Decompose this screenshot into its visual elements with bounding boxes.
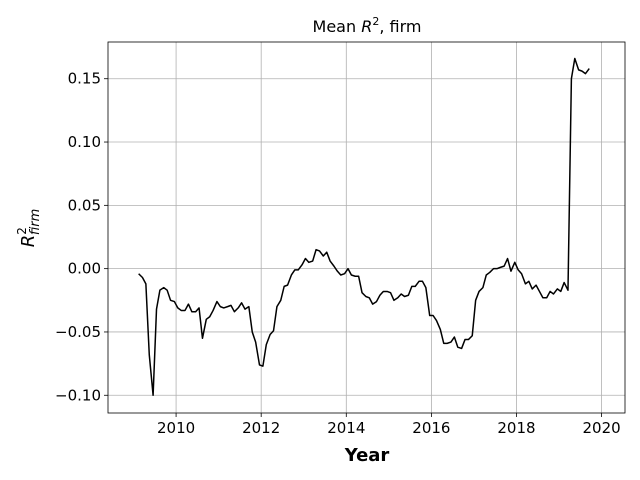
title-superscript: 2 [372,15,379,28]
title-prefix: Mean [313,17,362,36]
chart-title: Mean R2, firm [313,15,422,36]
x-tick-label: 2014 [327,419,365,437]
y-axis-label: R2firm [15,209,43,248]
title-variable: R [361,17,372,36]
y-label-subscript: firm [28,209,43,235]
y-tick-label: 0.05 [68,196,101,214]
x-tick-label: 2018 [497,419,535,437]
y-tick-label: −0.10 [55,386,101,404]
grid-lines [108,42,625,413]
y-tick-label: −0.05 [55,323,101,341]
y-tick-label: 0.10 [68,133,101,151]
x-axis-label: Year [344,445,390,466]
y-tick-label: 0.15 [68,70,101,88]
x-axis-ticks: 2010 2012 2014 2016 2018 2020 [157,413,621,437]
y-label-superscript: 2 [15,227,29,235]
y-tick-label: 0.00 [68,260,101,278]
plot-frame [107,41,626,414]
y-label-variable: R [18,235,39,248]
x-tick-label: 2016 [412,419,450,437]
x-tick-label: 2012 [242,419,280,437]
y-axis-ticks: −0.10 −0.05 0.00 0.05 0.10 0.15 [55,70,108,404]
x-tick-label: 2010 [157,419,195,437]
title-suffix: , firm [379,17,421,36]
data-series [138,57,590,397]
x-tick-label: 2020 [583,419,621,437]
series-line [138,57,590,397]
